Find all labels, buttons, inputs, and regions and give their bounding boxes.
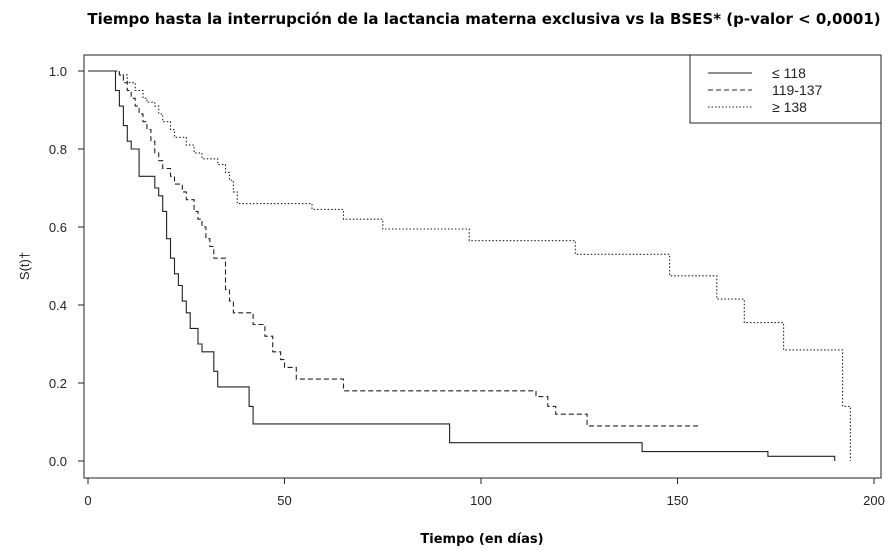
- x-axis-label: Tiempo (en días): [420, 532, 543, 547]
- x-tick-label: 50: [277, 493, 291, 508]
- plot-frame: [83, 54, 882, 479]
- y-axis-label: S(t)†: [17, 252, 32, 280]
- series-layer: [88, 70, 851, 461]
- y-tick-label: 0.6: [49, 220, 67, 235]
- x-axis: 0 50 100 150 200: [84, 478, 885, 508]
- legend-label-3: ≥ 138: [772, 99, 807, 115]
- x-tick-label: 200: [863, 493, 885, 508]
- x-tick-label: 100: [470, 493, 492, 508]
- series-line-2: [88, 70, 702, 427]
- y-tick-label: 0.8: [49, 142, 67, 157]
- y-tick-label: 0.0: [49, 454, 67, 469]
- x-tick-label: 150: [667, 493, 689, 508]
- y-axis: 0.0 0.2 0.4 0.6 0.8 1.0: [49, 64, 84, 469]
- legend-label-1: ≤ 118: [772, 65, 806, 81]
- legend-box: [689, 54, 882, 124]
- series-line-3: [88, 70, 851, 461]
- y-tick-label: 1.0: [49, 64, 67, 79]
- series-line-1: [88, 70, 836, 461]
- y-tick-label: 0.2: [49, 376, 67, 391]
- y-tick-label: 0.4: [49, 298, 67, 313]
- chart-title: Tiempo hasta la interrupción de la lacta…: [87, 10, 880, 28]
- x-tick-label: 0: [84, 493, 91, 508]
- legend-label-2: 119-137: [772, 82, 823, 98]
